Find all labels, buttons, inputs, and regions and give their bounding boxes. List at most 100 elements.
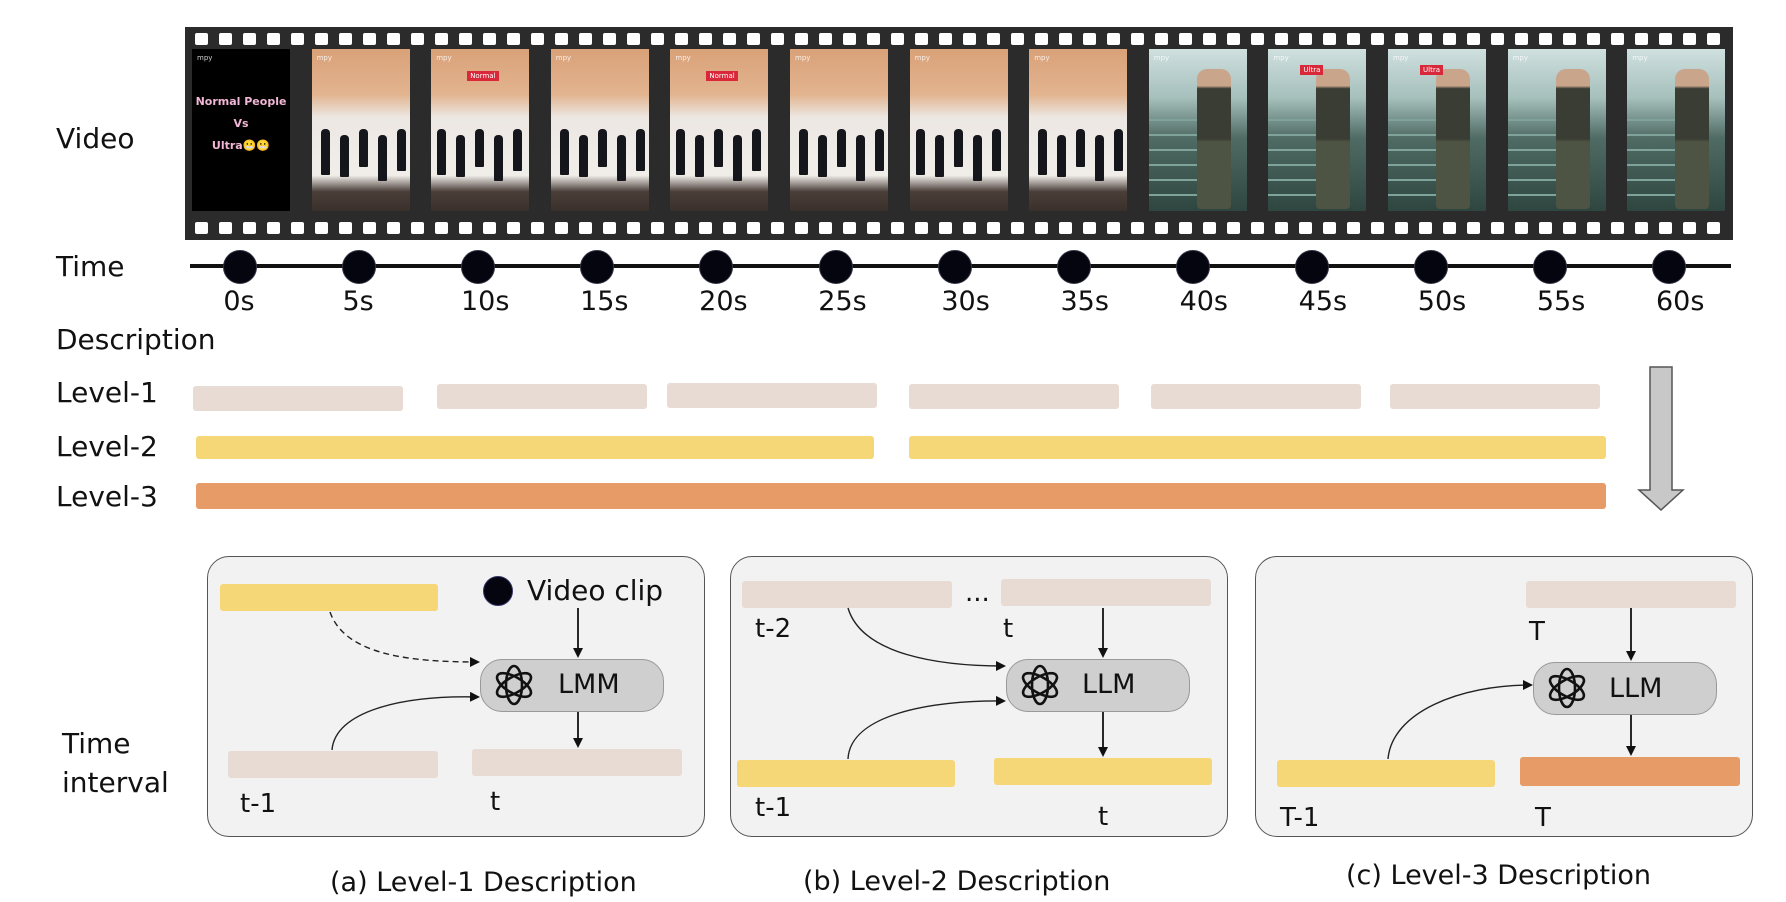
stair-step [1148, 179, 1209, 181]
sprocket-hole [1179, 222, 1192, 234]
sprocket-hole [795, 222, 808, 234]
sprocket-hole [1107, 222, 1120, 234]
sprocket-hole [1587, 222, 1600, 234]
sprocket-hole [1587, 33, 1600, 45]
sprocket-hole [1227, 222, 1240, 234]
sprocket-hole [459, 33, 472, 45]
timeline-tick-label: 55s [1536, 286, 1586, 317]
llm-label-c: LLM [1609, 673, 1663, 704]
frame-watermark: mpy [1393, 54, 1409, 62]
panel-b-label-current: t [1098, 802, 1109, 832]
sprocket-hole [1107, 33, 1120, 45]
stair-step [1148, 194, 1209, 196]
sprocket-hole [1659, 33, 1672, 45]
sprocket-hole [1371, 33, 1384, 45]
sprocket-hole [1707, 33, 1720, 45]
sprocket-hole [963, 33, 976, 45]
person-figure [578, 135, 588, 177]
timeline-dot [1294, 250, 1329, 284]
person-figure [972, 135, 982, 181]
video-filmstrip: Normal People Vs Ultra😬😬 mpy mpy Normal mpy mpy… [185, 27, 1733, 240]
sprocket-hole [435, 222, 448, 234]
sprocket-hole [843, 33, 856, 45]
stair-step [1627, 164, 1688, 166]
person-figure [1038, 129, 1048, 175]
timeline-tick-label: 20s [699, 286, 748, 317]
sprocket-hole [987, 222, 1000, 234]
level1-segment [1390, 384, 1600, 409]
sprocket-hole [219, 222, 232, 234]
sprocket-hole [459, 222, 472, 234]
sprocket-hole [1539, 33, 1552, 45]
video-frame: mpy [1148, 49, 1247, 211]
video-frame: mpy [550, 49, 649, 211]
timeline-tick-label: 30s [941, 286, 990, 317]
panel-c-level1-segment [1526, 581, 1736, 608]
timeline-dot [461, 250, 496, 284]
panel-b-label-t-top: t [1003, 614, 1014, 644]
timeline-tick-label: 5s [342, 286, 374, 317]
timeline-dot [1533, 250, 1568, 284]
stair-step [1627, 134, 1688, 136]
sprocket-hole [1035, 33, 1048, 45]
timeline-dot [1414, 250, 1448, 284]
level1-segment [667, 383, 877, 408]
frame-watermark: mpy [795, 54, 811, 62]
sprocket-hole [1323, 33, 1336, 45]
sprocket-hole [1131, 222, 1144, 234]
sprocket-hole [1299, 33, 1312, 45]
sprocket-hole [483, 33, 496, 45]
frame-watermark: mpy [1512, 54, 1528, 62]
caption-panel-c: (c) Level-3 Description [1346, 860, 1652, 891]
row-label-level3: Level-3 [56, 480, 158, 513]
sprocket-hole [891, 222, 904, 234]
timeline-dot [818, 250, 853, 284]
row-label-video: Video [56, 122, 135, 155]
sprocket-hole [1467, 222, 1480, 234]
panel-a-level2-prev [220, 584, 438, 611]
sprocket-hole [363, 222, 376, 234]
sprocket-hole [1275, 222, 1288, 234]
title-frame-text: Vs [233, 117, 249, 130]
person-figure [437, 129, 447, 175]
sprocket-hole [603, 33, 616, 45]
stair-step [1148, 119, 1209, 121]
timeline-dot [1056, 250, 1091, 284]
level1-segment [437, 384, 647, 409]
sprocket-hole [267, 222, 280, 234]
panel-a-level1-current [472, 749, 682, 776]
sprocket-hole [867, 33, 880, 45]
sprocket-hole [1395, 222, 1408, 234]
timeline-dot [223, 250, 257, 284]
row-label-level1: Level-1 [56, 376, 158, 409]
sprocket-hole [1275, 33, 1288, 45]
timeline-tick-label: 10s [460, 286, 510, 317]
panel-c-label-current: T [1535, 803, 1551, 833]
video-frame: Normal mpy [431, 49, 530, 211]
stair-step [1388, 149, 1448, 151]
person-figure [320, 129, 330, 175]
person-figure [1114, 129, 1124, 171]
stair-step [1627, 194, 1688, 196]
video-clip-icon [483, 576, 513, 606]
person-figure [339, 135, 349, 177]
sprocket-hole [1347, 33, 1360, 45]
row-label-time-interval: Time interval [62, 727, 169, 799]
stair-step [1507, 149, 1568, 151]
stair-step [1268, 149, 1329, 151]
video-frame-title: Normal People Vs Ultra😬😬 mpy [192, 49, 290, 211]
panel-b-label-prev: t-1 [755, 793, 792, 823]
person-figure [396, 129, 406, 171]
sprocket-hole [1419, 222, 1432, 234]
caption-panel-a: (a) Level-1 Description [330, 867, 637, 898]
panel-b-ellipsis: ... [965, 578, 990, 608]
level1-segment [1151, 384, 1361, 409]
sprocket-hole [363, 33, 376, 45]
sprocket-hole [243, 222, 256, 234]
stair-step [1627, 119, 1688, 121]
sprocket-row-bottom [185, 222, 1733, 234]
person-figure [953, 129, 963, 167]
video-frame: mpy [909, 49, 1008, 211]
sprocket-hole [1059, 222, 1072, 234]
panel-c-level3-current [1520, 757, 1740, 786]
